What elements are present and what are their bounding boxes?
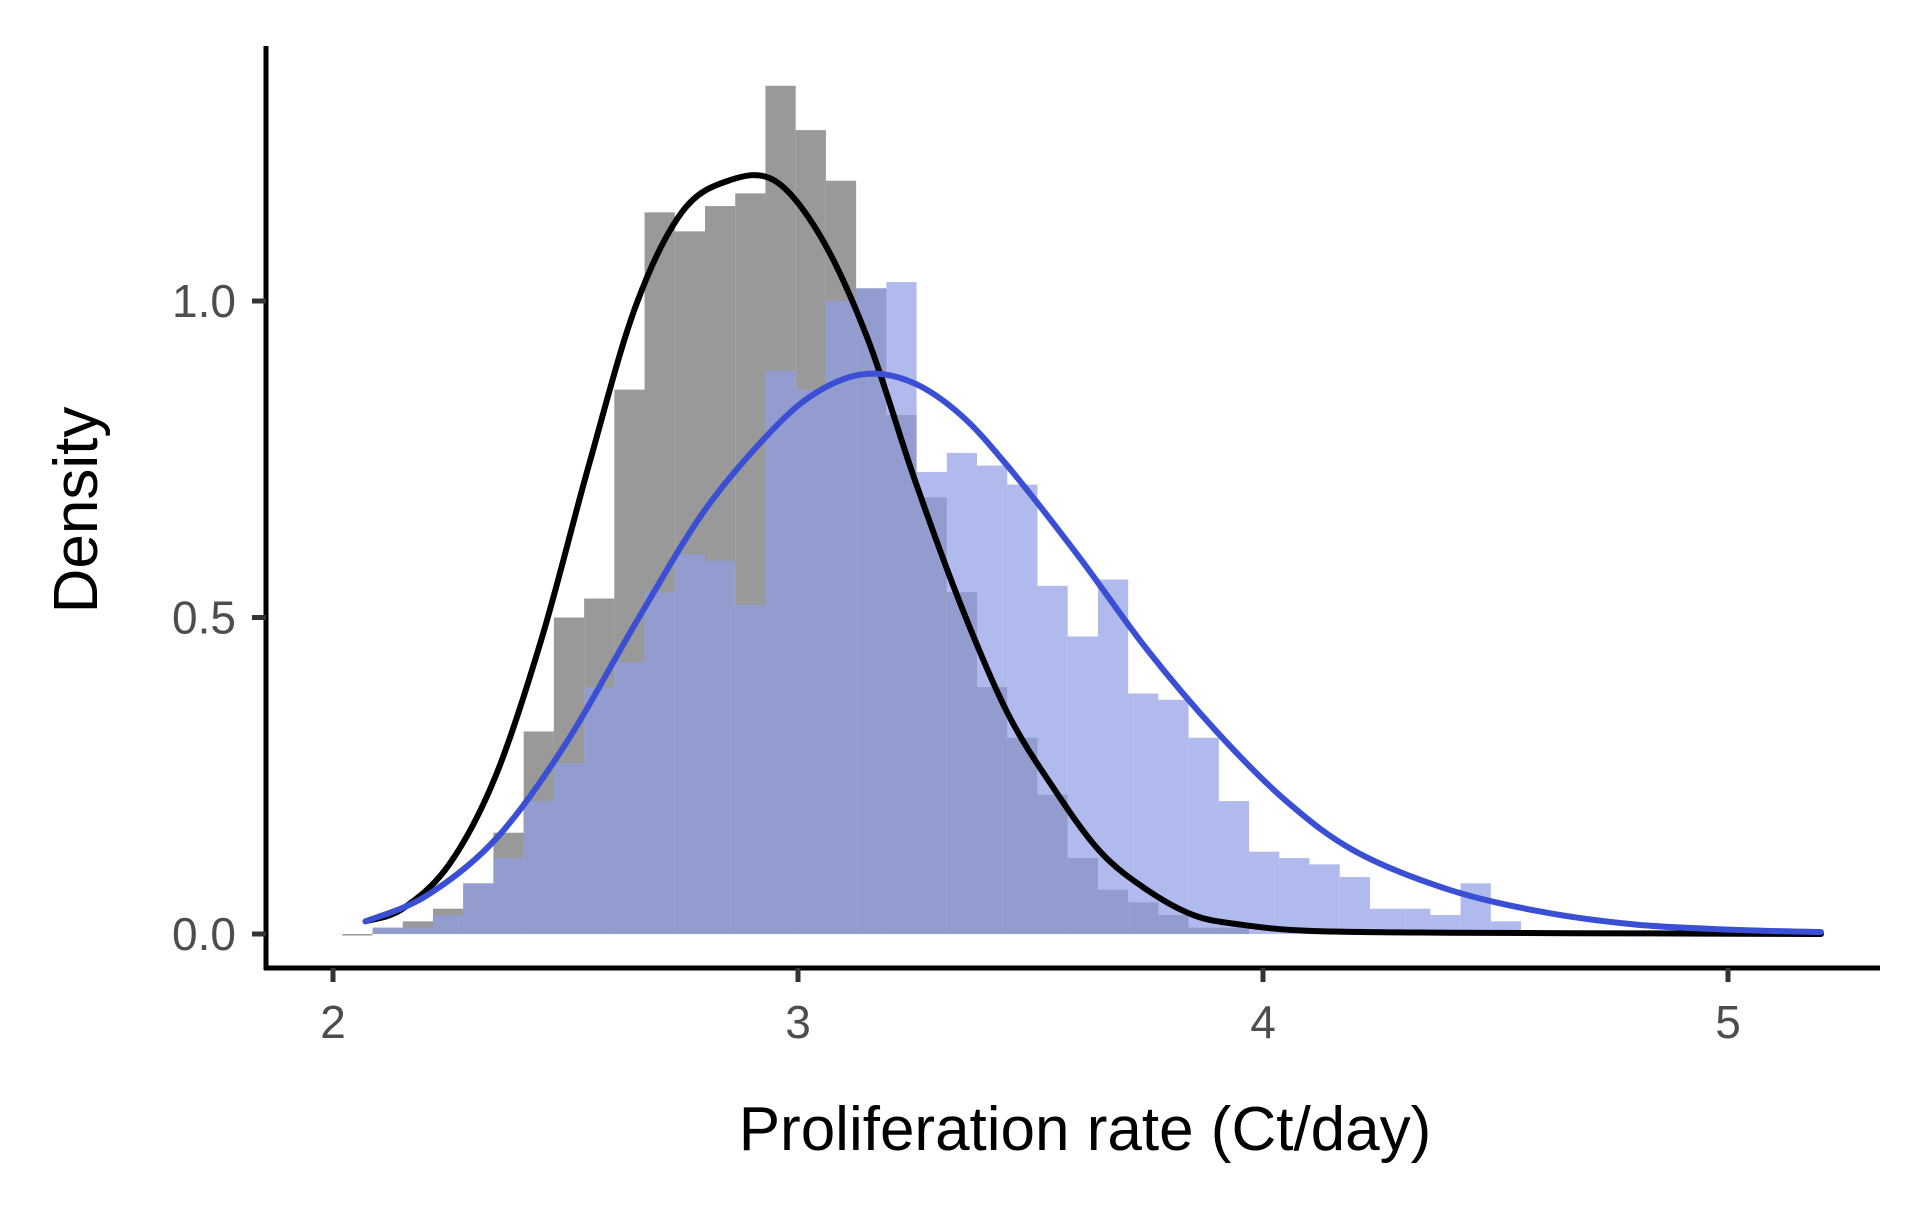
- histogram-bar-s1-15: [825, 301, 857, 934]
- x-tick-label: 4: [1250, 996, 1276, 1048]
- x-tick-label: 2: [320, 996, 346, 1048]
- histogram-bar-s1-8: [614, 661, 645, 934]
- histogram-bar-s1-7: [584, 687, 615, 934]
- histogram-bar-s1-14: [795, 389, 826, 934]
- histogram-bar-s1-36: [1460, 883, 1491, 934]
- histogram-bar-s1-26: [1158, 699, 1189, 934]
- histogram-bar-s1-5: [523, 801, 554, 934]
- x-axis-title: Proliferation rate (Ct/day): [739, 1095, 1432, 1164]
- histogram-bar-s1-32: [1339, 877, 1370, 934]
- density-line-3: [362, 370, 1824, 936]
- histogram-bar-s1-16: [856, 288, 887, 935]
- histogram-bar-s1-2: [432, 915, 464, 934]
- x-tick-label: 5: [1715, 996, 1741, 1048]
- histogram-bar-s1-11: [705, 560, 736, 934]
- density-curves: [362, 172, 1824, 937]
- histogram-bar-s1-28: [1218, 801, 1250, 934]
- histogram-bar-s1-21: [1007, 484, 1038, 934]
- y-tick-label: 1.0: [172, 275, 236, 327]
- histogram-bar-s1-0: [372, 927, 403, 934]
- y-axis-title: Density: [42, 407, 111, 614]
- density-line-2: [362, 172, 1824, 937]
- histogram-bar-s1-23: [1067, 636, 1098, 934]
- histogram-bar-s0-0: [342, 934, 373, 936]
- histogram-bar-s1-13: [765, 370, 796, 934]
- histogram-bar-s1-12: [735, 604, 766, 934]
- histogram-bar-s1-18: [916, 471, 947, 934]
- histogram-bar-s1-19: [946, 452, 978, 934]
- histogram-bar-s1-9: [644, 592, 675, 934]
- histogram-bar-s1-30: [1279, 858, 1310, 934]
- histogram-bar-s1-35: [1430, 915, 1461, 934]
- histogram-bar-s1-1: [402, 927, 433, 934]
- histogram-bar-s1-31: [1309, 864, 1340, 934]
- histogram-bar-s1-24: [1097, 579, 1129, 934]
- histogram-bar-s1-6: [553, 763, 585, 934]
- x-tick-label: 3: [785, 996, 811, 1048]
- axes: 2 3 4 5 0.0 0.5 1.0: [172, 46, 1880, 1048]
- histogram-bar-s1-17: [886, 282, 917, 934]
- histogram-bars: [342, 85, 1522, 936]
- histogram-bar-s1-29: [1249, 851, 1280, 934]
- histogram-bar-s1-10: [674, 554, 705, 934]
- y-tick-label: 0.5: [172, 592, 236, 644]
- y-tick-label: 0.0: [172, 908, 236, 960]
- histogram-bar-s1-22: [1037, 585, 1068, 934]
- histogram-bar-s1-27: [1188, 737, 1219, 934]
- histogram-bar-s1-4: [493, 858, 524, 934]
- histogram-bar-s1-3: [463, 883, 494, 934]
